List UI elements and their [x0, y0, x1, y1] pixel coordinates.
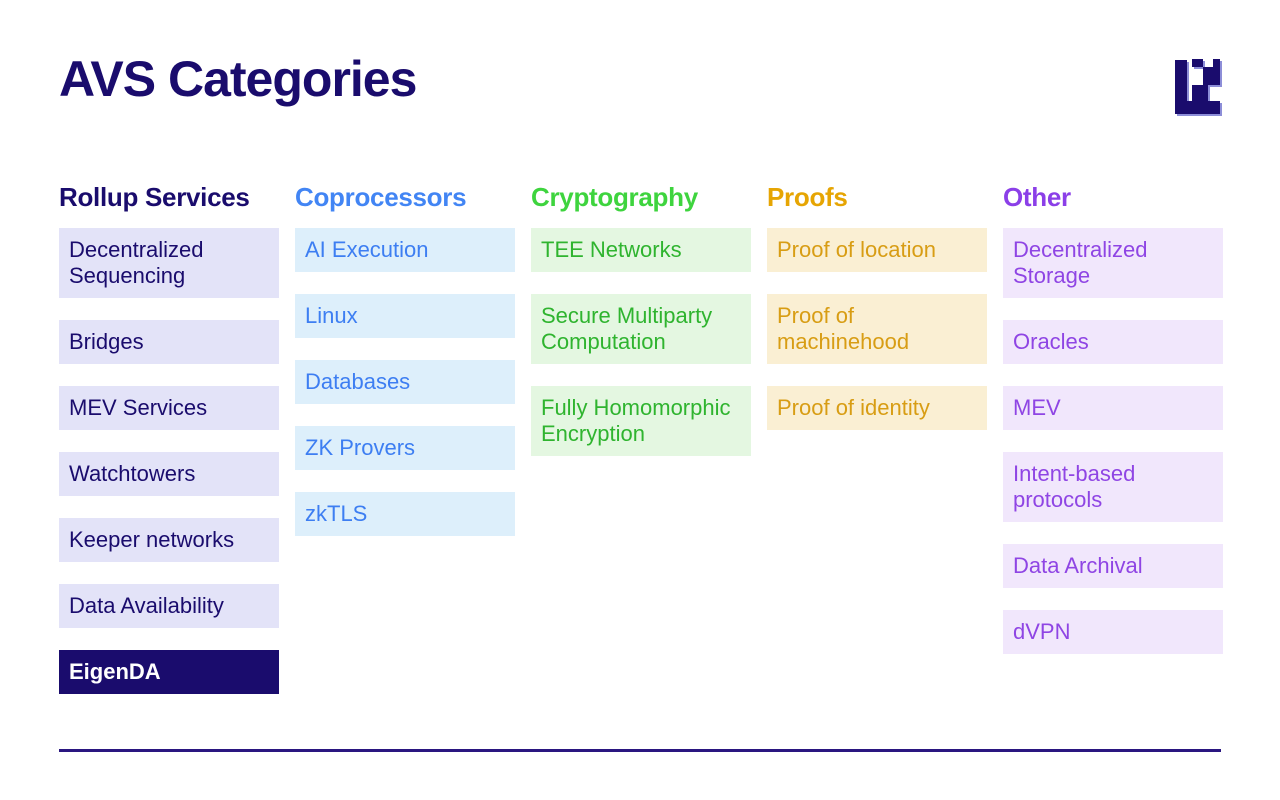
category-item-watchtowers: Watchtowers: [59, 452, 279, 496]
column-header-proofs: Proofs: [767, 182, 848, 212]
category-item-proof-of-machinehood: Proof of machinehood: [767, 294, 987, 364]
column-header-coprocessors: Coprocessors: [295, 182, 467, 212]
category-column-cryptography: Cryptography TEE Networks Secure Multipart…: [531, 183, 751, 716]
category-item-dvpn: dVPN: [1003, 610, 1223, 654]
category-item-databases: Databases: [295, 360, 515, 404]
categories-grid: Rollup Services Decentralized Sequencing B…: [59, 183, 1223, 716]
category-item-ai-execution: AI Execution: [295, 228, 515, 272]
category-item-secure-multiparty-computation: Secure Multiparty Computation: [531, 294, 751, 364]
category-item-oracles: Oracles: [1003, 320, 1223, 364]
category-item-keeper-networks: Keeper networks: [59, 518, 279, 562]
category-item-zk-provers: ZK Provers: [295, 426, 515, 470]
category-item-proof-of-location: Proof of location: [767, 228, 987, 272]
category-item-intent-based-protocols: Intent-based protocols: [1003, 452, 1223, 522]
category-column-coprocessors: Coprocessors AI Execution Linux Databases ZK…: [295, 183, 515, 716]
category-item-data-availability: Data Availability: [59, 584, 279, 628]
category-item-eigenda: EigenDA: [59, 650, 279, 694]
category-item-linux: Linux: [295, 294, 515, 338]
category-item-decentralized-sequencing: Decentralized Sequencing: [59, 228, 279, 298]
category-column-other: Other Decentralized Storage Oracles MEV Inte…: [1003, 183, 1223, 716]
category-column-proofs: Proofs Proof of location Proof of machineh…: [767, 183, 987, 716]
category-item-data-archival: Data Archival: [1003, 544, 1223, 588]
bottom-divider: [59, 749, 1221, 752]
column-header-other: Other: [1003, 182, 1071, 212]
category-item-fully-homomorphic-encryption: Fully Homomorphic Encryption: [531, 386, 751, 456]
page-title: AVS Categories: [59, 51, 417, 107]
category-item-proof-of-identity: Proof of identity: [767, 386, 987, 430]
category-column-rollup-services: Rollup Services Decentralized Sequencing B…: [59, 183, 279, 716]
category-item-mev-services: MEV Services: [59, 386, 279, 430]
eigenlayer-logo: [1175, 59, 1222, 116]
category-item-decentralized-storage: Decentralized Storage: [1003, 228, 1223, 298]
category-item-zktls: zkTLS: [295, 492, 515, 536]
category-item-bridges: Bridges: [59, 320, 279, 364]
category-item-tee-networks: TEE Networks: [531, 228, 751, 272]
category-item-mev: MEV: [1003, 386, 1223, 430]
column-header-cryptography: Cryptography: [531, 182, 698, 212]
column-header-rollup-services: Rollup Services: [59, 182, 250, 212]
